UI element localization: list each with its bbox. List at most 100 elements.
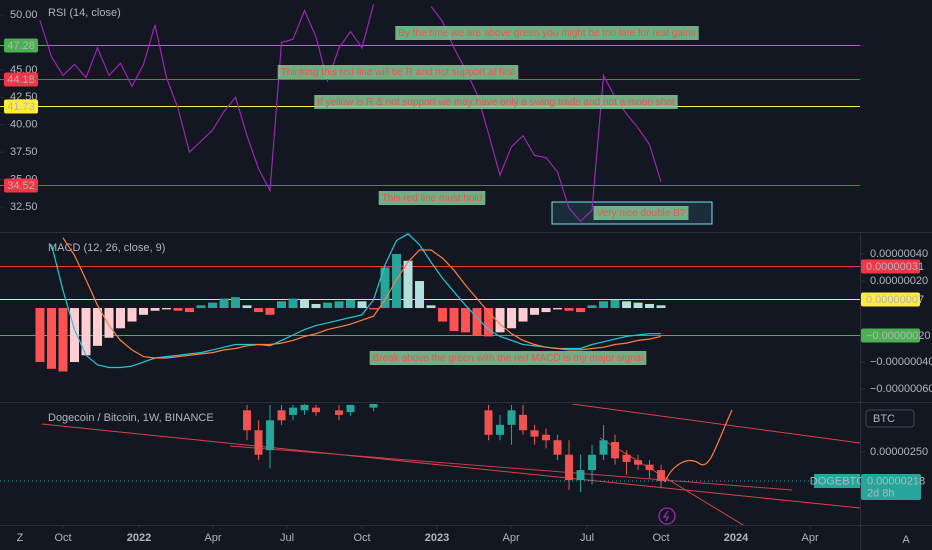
candle-body (565, 454, 574, 481)
candle-body (634, 460, 643, 465)
histogram-bar (127, 308, 137, 322)
histogram-bar (438, 308, 448, 322)
histogram-bar (576, 308, 586, 313)
annotation-bg (314, 95, 678, 109)
annotation-bg (277, 65, 519, 79)
candle-body (335, 410, 344, 415)
y-tick-label: 0.00000040 (870, 248, 928, 260)
annotation-bg (593, 206, 689, 220)
histogram-bar (93, 308, 103, 346)
candle-body (542, 434, 551, 441)
auto-scale[interactable]: A (902, 534, 910, 546)
level-label-bg (4, 72, 38, 87)
y-tick-label: −0.00000040 (870, 356, 932, 368)
histogram-bar (116, 308, 126, 329)
x-tick-label: Oct (54, 532, 71, 544)
candle-body (645, 464, 654, 471)
annotation: By the time we are above green you might… (398, 28, 695, 39)
histogram-bar (231, 297, 241, 309)
histogram-bar (311, 303, 321, 309)
candle-body (496, 424, 505, 435)
histogram-bar (35, 308, 45, 363)
histogram-bar (277, 301, 287, 309)
x-tick-label: Jul (280, 532, 294, 544)
histogram-bar (150, 308, 160, 311)
level-label: 0.00000031 (866, 261, 924, 273)
annotation-bg (378, 191, 486, 205)
projection-curve (664, 409, 733, 483)
level-label: 0.00000007 (866, 294, 924, 306)
histogram-bar (208, 302, 218, 309)
trend-line (41, 423, 860, 509)
x-tick-label: 2023 (425, 532, 449, 544)
histogram-bar (196, 305, 206, 309)
histogram-bar (610, 299, 620, 309)
histogram-bar (300, 299, 310, 309)
histogram-bar (495, 308, 505, 333)
last-price-label: 0.00000218 (867, 475, 925, 487)
histogram-bar (139, 308, 149, 315)
histogram-bar (472, 308, 482, 336)
symbol-label-bg (814, 473, 860, 488)
y-tick-label: 0.00000020 (870, 275, 928, 287)
candle-body (266, 420, 275, 451)
histogram-bar (369, 308, 379, 310)
event-icon[interactable] (658, 507, 676, 525)
candle-body (519, 414, 528, 431)
rsi-title: RSI (14, close) (48, 7, 121, 19)
annotation: This red line must hold (382, 193, 483, 204)
x-tick-label: Oct (652, 532, 669, 544)
histogram-bar (541, 308, 551, 313)
histogram-bar (173, 308, 183, 311)
candle-body (553, 440, 562, 455)
last-price-bg (861, 473, 921, 500)
histogram-bar (449, 308, 459, 331)
histogram-bar (70, 308, 80, 363)
annotation: If yellow is R & not support we may have… (317, 97, 675, 108)
level-label-bg (861, 328, 920, 343)
annotation-bg (369, 351, 647, 365)
y-tick-label: 50.00 (10, 9, 38, 21)
level-label: 41.73 (7, 101, 35, 113)
candle-body (484, 410, 493, 435)
histogram-bar (47, 308, 57, 369)
histogram-bar (185, 308, 195, 313)
level-label: −0.00000020 (866, 330, 931, 342)
x-tick-label: Apr (204, 532, 221, 544)
candle-body (622, 454, 631, 462)
histogram-bar (346, 299, 356, 309)
level-label-bg (861, 292, 920, 307)
tz-icon: Z (17, 532, 24, 544)
histogram-bar (242, 305, 252, 309)
histogram-bar (484, 308, 494, 337)
currency-bg (865, 409, 915, 428)
histogram-bar (415, 281, 425, 309)
histogram-bar (219, 298, 229, 309)
trend-line (229, 445, 793, 491)
x-tick-label: Apr (802, 532, 819, 544)
level-label-bg (861, 259, 920, 274)
histogram-bar (403, 260, 413, 309)
candle-body (611, 442, 620, 459)
y-tick-label: 37.50 (10, 146, 38, 158)
y-tick-label: 32.50 (10, 201, 38, 213)
drawings (41, 404, 860, 525)
candle-body (254, 430, 263, 455)
candle-body (312, 407, 321, 413)
annotation: Break above the green with the red MACD … (373, 353, 644, 364)
candle-body (369, 404, 378, 408)
histogram-bar (507, 308, 517, 329)
trend-line (599, 437, 745, 525)
pane (0, 404, 860, 492)
x-tick-label: 2022 (127, 532, 151, 544)
level-label-bg (4, 178, 38, 193)
countdown-label: 2d 8h (867, 487, 895, 499)
candle-body (588, 454, 597, 471)
candle-body (657, 470, 666, 481)
candle-body (277, 410, 286, 421)
macd-title: MACD (12, 26, close, 9) (48, 242, 165, 254)
histogram-bar (162, 308, 172, 310)
y-tick-label: 0.00000250 (870, 446, 928, 458)
